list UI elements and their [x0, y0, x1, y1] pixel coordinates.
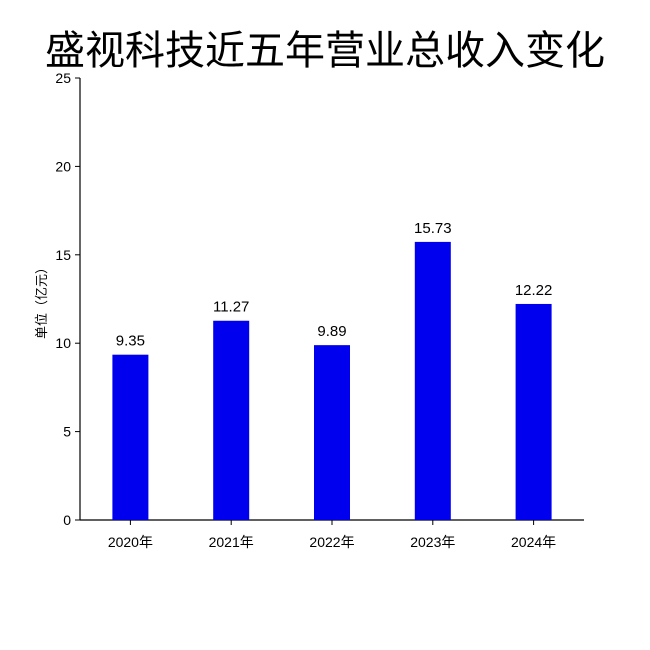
chart-title: 盛视科技近五年营业总收入变化 [45, 28, 605, 74]
x-tick-label: 2024年 [511, 534, 556, 550]
x-tick-label: 2020年 [108, 534, 153, 550]
y-axis-label-group: 单位（亿元） [35, 261, 50, 339]
y-tick-label: 20 [55, 158, 71, 174]
y-tick-label: 15 [55, 247, 71, 263]
data-label: 9.89 [317, 323, 346, 340]
y-tick-label: 25 [55, 70, 71, 86]
data-label: 9.35 [116, 333, 145, 350]
bar [515, 303, 552, 520]
x-ticks: 2020年 2021年 2022年 2023年 2024年 [108, 520, 556, 550]
bar [213, 320, 250, 520]
bar [112, 354, 149, 520]
bar [314, 345, 350, 520]
data-label: 15.73 [414, 220, 452, 237]
bar [414, 241, 451, 520]
x-tick-label: 2021年 [209, 534, 254, 550]
y-axis-label: 单位（亿元） [35, 261, 50, 339]
y-tick-label: 0 [63, 512, 71, 528]
y-tick-label: 5 [63, 424, 71, 440]
x-tick-label: 2023年 [410, 534, 455, 550]
y-tick-label: 10 [55, 335, 71, 351]
x-tick-label: 2022年 [309, 534, 354, 550]
y-ticks: 0 5 10 15 20 25 [55, 70, 80, 528]
data-label: 12.22 [515, 282, 553, 299]
bars: 9.35 11.27 9.89 15.73 12.22 [112, 220, 552, 520]
data-label: 11.27 [213, 299, 249, 316]
